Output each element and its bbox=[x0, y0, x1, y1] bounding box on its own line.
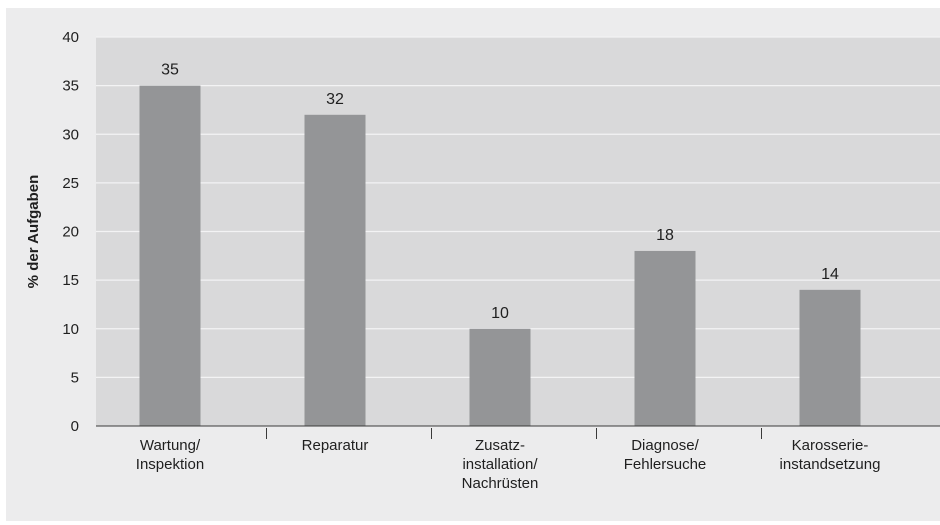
y-tick-label: 25 bbox=[62, 175, 79, 192]
bar bbox=[469, 328, 531, 426]
x-category-label: Reparatur bbox=[302, 437, 369, 454]
x-category-label: Karosserie-instandsetzung bbox=[780, 437, 881, 473]
x-category-label: Wartung/Inspektion bbox=[136, 437, 204, 473]
x-axis bbox=[96, 425, 940, 439]
x-category-label: Diagnose/Fehlersuche bbox=[624, 437, 707, 473]
data-label: 18 bbox=[656, 227, 674, 244]
y-tick-label: 30 bbox=[62, 126, 79, 143]
x-category-labels: Wartung/Inspektion Reparatur Zusatz-instal… bbox=[136, 437, 881, 492]
data-label: 14 bbox=[821, 266, 839, 283]
data-label: 32 bbox=[326, 91, 344, 108]
y-tick-label: 40 bbox=[62, 29, 79, 46]
data-label: 35 bbox=[161, 62, 179, 79]
bar bbox=[634, 250, 696, 426]
y-axis-title: % der Aufgaben bbox=[25, 175, 42, 289]
bar bbox=[304, 114, 366, 427]
data-label: 10 bbox=[491, 305, 509, 322]
data-labels: 35 32 10 18 14 bbox=[161, 62, 839, 322]
y-tick-label: 5 bbox=[71, 369, 79, 386]
bars bbox=[139, 85, 861, 427]
chart-panel: 0 5 10 15 20 25 30 35 40 Wartung/Inspektion Repar… bbox=[6, 8, 940, 521]
x-category-label: Zusatz-installation/Nachrüsten bbox=[462, 437, 539, 492]
y-tick-label: 20 bbox=[62, 224, 79, 241]
bar-chart: 0 5 10 15 20 25 30 35 40 Wartung/Inspektion Repar… bbox=[25, 29, 940, 492]
y-tick-label: 0 bbox=[71, 418, 79, 435]
bar bbox=[139, 85, 201, 426]
y-tick-labels: 0 5 10 15 20 25 30 35 40 bbox=[62, 29, 79, 435]
bar bbox=[799, 289, 861, 426]
y-tick-label: 10 bbox=[62, 321, 79, 338]
y-tick-label: 35 bbox=[62, 78, 79, 95]
y-tick-label: 15 bbox=[62, 272, 79, 289]
